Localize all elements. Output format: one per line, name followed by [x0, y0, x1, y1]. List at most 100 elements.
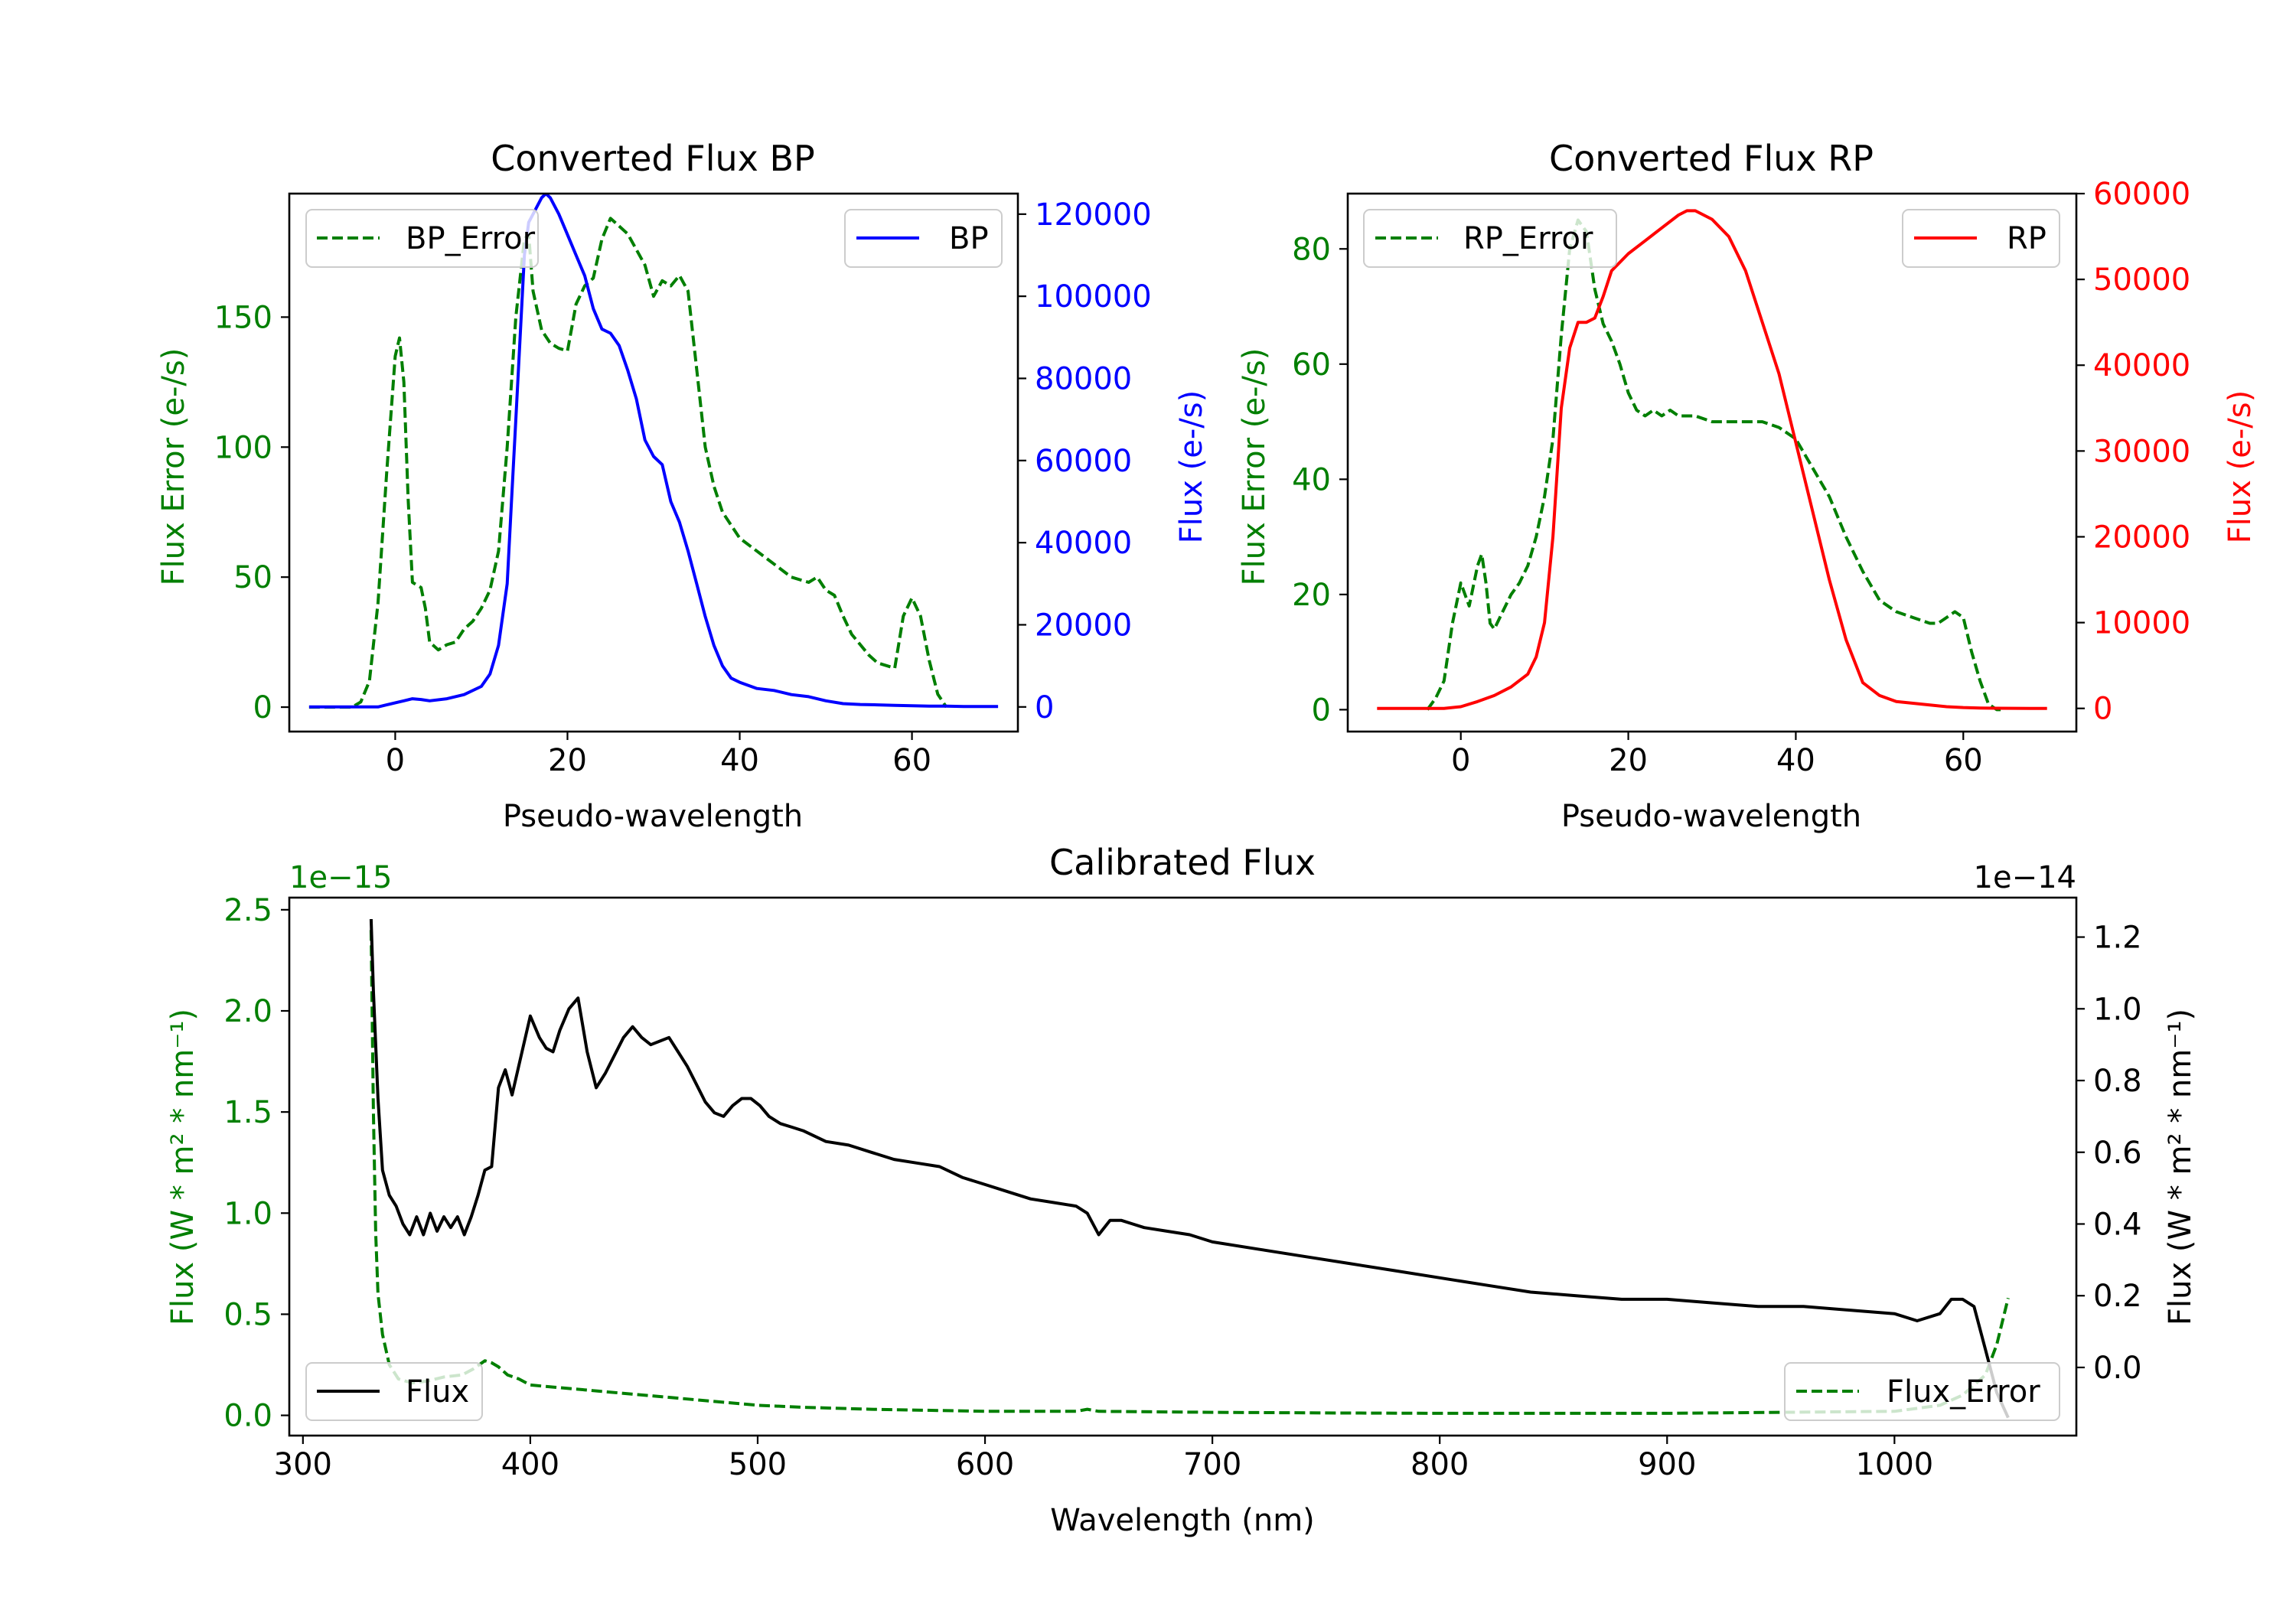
cal-right-ylabel: Flux (W * m² * nm⁻¹) — [2163, 1009, 2198, 1325]
rp-right-tick-label: 30000 — [2093, 434, 2190, 469]
rp-xtick-label: 40 — [1776, 743, 1815, 778]
cal-legend-error-label: Flux_Error — [1887, 1374, 2040, 1410]
rp-xtick-label: 60 — [1944, 743, 1983, 778]
bp-chart: Converted Flux BP Pseudo-wavelength Flux… — [156, 138, 1209, 834]
bp-right-tick-label: 40000 — [1035, 526, 1132, 561]
cal-legend-flux: Flux — [305, 1362, 483, 1421]
calibrated-xtick-label: 900 — [1638, 1447, 1696, 1482]
bp-legend-error-label: BP_Error — [406, 221, 536, 256]
rp-legend-error: RP_Error — [1363, 209, 1617, 268]
rp-legend-error-label: RP_Error — [1463, 221, 1593, 256]
calibrated-xtick-label: 500 — [729, 1447, 787, 1482]
bp-title: Converted Flux BP — [491, 138, 815, 179]
calibrated-right-tick-label: 0.6 — [2093, 1136, 2142, 1171]
rp-legend-flux: RP — [1902, 209, 2060, 268]
bp-xtick-label: 0 — [386, 743, 405, 778]
cal-legend-flux-box — [305, 1362, 483, 1421]
bp-right-ticks: 0 20000 40000 60000 80000 100000 120000 — [1018, 197, 1152, 725]
rp-title: Converted Flux RP — [1549, 138, 1874, 179]
cal-left-ylabel: Flux (W * m² * nm⁻¹) — [165, 1009, 201, 1325]
rp-legend-flux-box — [1902, 209, 2060, 268]
rp-right-tick-label: 20000 — [2093, 520, 2190, 555]
calibrated-chart: Calibrated Flux Wavelength (nm) Flux (W … — [165, 842, 2198, 1538]
rp-left-tick-label: 80 — [1292, 232, 1331, 267]
calibrated-xtick-label: 400 — [501, 1447, 559, 1482]
bp-legend-flux-label: BP — [949, 221, 989, 256]
calibrated-xtick-label: 1000 — [1855, 1447, 1933, 1482]
bp-right-tick-label: 80000 — [1035, 361, 1132, 396]
rp-left-tick-label: 20 — [1292, 578, 1331, 613]
rp-lines — [1377, 209, 2047, 712]
calibrated-left-tick-label: 0.0 — [223, 1399, 272, 1434]
bp-left-tick-label: 0 — [253, 690, 272, 725]
rp-right-tick-label: 60000 — [2093, 177, 2190, 212]
calibrated-right-tick-label: 1.2 — [2093, 921, 2142, 956]
cal-legend-flux-label: Flux — [406, 1374, 469, 1410]
bp-legend-error-box — [305, 209, 539, 268]
cal-x-ticks: 300 400 500 600 700 800 900 1000 — [274, 1436, 1933, 1482]
calibrated-right-tick-label: 1.0 — [2093, 992, 2142, 1027]
cal-title: Calibrated Flux — [1049, 842, 1316, 883]
bp-right-tick-label: 20000 — [1035, 608, 1132, 643]
cal-right-offset-text: 1e−14 — [1974, 860, 2076, 895]
bp-lines — [308, 194, 999, 709]
calibrated-xtick-label: 600 — [956, 1447, 1014, 1482]
bp-legend-flux: BP — [844, 209, 1003, 268]
bp-right-tick-label: 100000 — [1035, 279, 1152, 315]
bp-left-ticks: 0 50 100 150 — [214, 300, 289, 725]
calibrated-right-tick-label: 0.4 — [2093, 1207, 2142, 1242]
rp-right-tick-label: 10000 — [2093, 606, 2190, 641]
bp-xtick-label: 60 — [892, 743, 931, 778]
rp-right-tick-label: 40000 — [2093, 348, 2190, 383]
rp-legend-error-box — [1363, 209, 1617, 268]
rp-chart: Converted Flux RP Pseudo-wavelength Flux… — [1237, 138, 2258, 834]
bp-right-tick-label: 120000 — [1035, 197, 1152, 233]
rp-left-tick-label: 0 — [1312, 693, 1331, 728]
calibrated-xtick-label: 700 — [1183, 1447, 1241, 1482]
bp-legend-flux-box — [844, 209, 1003, 268]
rp-left-ticks: 0 20 40 60 80 — [1292, 232, 1348, 728]
calibrated-left-tick-label: 2.0 — [223, 994, 272, 1029]
calibrated-left-tick-label: 1.0 — [223, 1196, 272, 1231]
rp-x-ticks: 0 20 40 60 — [1451, 732, 1983, 778]
rp-left-ylabel: Flux Error (e-/s) — [1237, 348, 1272, 586]
calibrated-series-flux — [369, 919, 2010, 1419]
bp-left-tick-label: 100 — [214, 430, 272, 465]
cal-xlabel: Wavelength (nm) — [1050, 1503, 1315, 1538]
bp-plot-frame — [288, 192, 1019, 733]
calibrated-left-tick-label: 1.5 — [223, 1095, 272, 1130]
calibrated-xtick-label: 300 — [274, 1447, 332, 1482]
rp-xtick-label: 20 — [1609, 743, 1648, 778]
cal-left-offset-text: 1e−15 — [289, 860, 392, 895]
bp-right-ylabel: Flux (e-/s) — [1174, 390, 1209, 543]
calibrated-left-tick-label: 0.5 — [223, 1297, 272, 1332]
cal-plot-frame — [288, 896, 2078, 1437]
bp-xlabel: Pseudo-wavelength — [503, 799, 803, 834]
bp-left-ylabel: Flux Error (e-/s) — [156, 348, 191, 586]
rp-right-ylabel: Flux (e-/s) — [2223, 390, 2258, 543]
cal-left-ticks: 0.0 0.5 1.0 1.5 2.0 2.5 — [223, 893, 289, 1434]
cal-legend-error: Flux_Error — [1784, 1362, 2060, 1421]
rp-series-rp — [1377, 209, 2047, 710]
bp-right-tick-label: 0 — [1035, 690, 1054, 725]
calibrated-xtick-label: 800 — [1411, 1447, 1469, 1482]
calibrated-right-tick-label: 0.0 — [2093, 1351, 2142, 1386]
cal-legend-error-box — [1784, 1362, 2060, 1421]
rp-legend-flux-label: RP — [2007, 221, 2047, 256]
bp-left-tick-label: 50 — [233, 560, 272, 595]
bp-series-bp — [308, 194, 999, 709]
bp-left-tick-label: 150 — [214, 300, 272, 335]
rp-left-tick-label: 40 — [1292, 462, 1331, 497]
bp-xtick-label: 20 — [548, 743, 587, 778]
bp-xtick-label: 40 — [720, 743, 759, 778]
bp-legend-error: BP_Error — [305, 209, 539, 268]
rp-xlabel: Pseudo-wavelength — [1561, 799, 1861, 834]
rp-left-tick-label: 60 — [1292, 347, 1331, 383]
bp-series-bp-error — [308, 217, 948, 709]
rp-plot-frame — [1346, 192, 2078, 733]
bp-x-ticks: 0 20 40 60 — [386, 732, 931, 778]
rp-xtick-label: 0 — [1451, 743, 1470, 778]
rp-series-rp-error — [1426, 218, 2005, 712]
cal-right-ticks: 0.0 0.2 0.4 0.6 0.8 1.0 1.2 — [2076, 921, 2142, 1386]
